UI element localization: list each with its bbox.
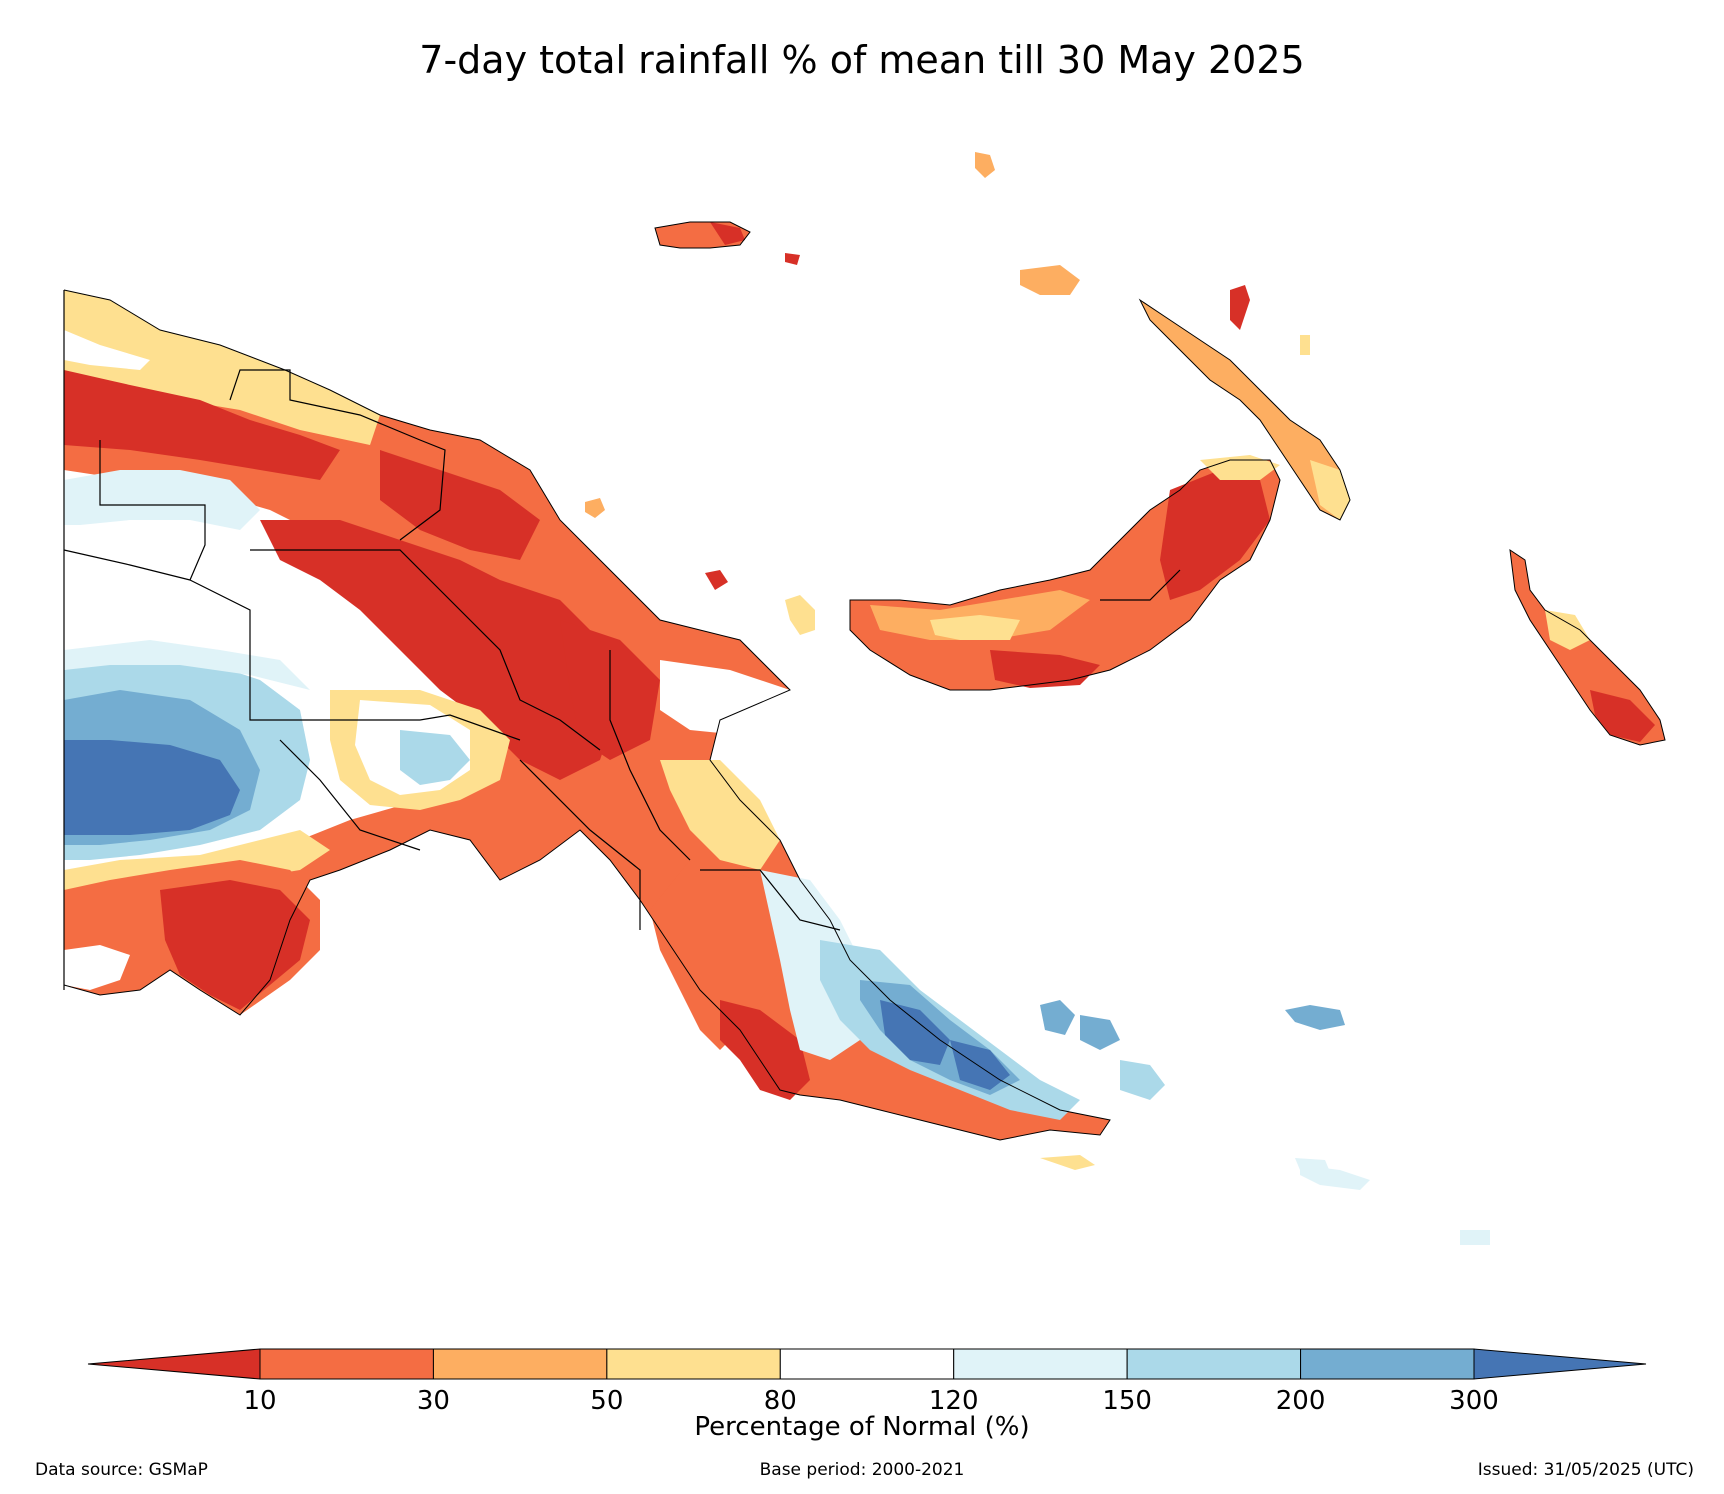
- manus-red: [710, 222, 745, 245]
- ni-yellow: [1310, 460, 1350, 520]
- misima: [1040, 1155, 1095, 1170]
- gulf-wet: [400, 730, 470, 785]
- colorbar-segment: [1126, 1348, 1302, 1380]
- peninsula-orange: [650, 860, 800, 1050]
- nw-zones: [64, 290, 380, 480]
- border-gulf: [279, 739, 421, 851]
- umboi: [785, 595, 815, 635]
- nw-coast-band: [64, 290, 380, 445]
- north-red: [380, 450, 540, 560]
- peninsula-red: [720, 1000, 810, 1100]
- madang-normal: [660, 660, 790, 735]
- mussau: [975, 152, 995, 178]
- peninsula-core-2: [950, 1040, 1010, 1090]
- border-sepik: [229, 369, 446, 541]
- border-oro: [700, 869, 841, 931]
- colorbar-segment: [1300, 1348, 1475, 1380]
- woodlark: [1285, 1005, 1345, 1030]
- colorbar-segments: [87, 1348, 1647, 1380]
- normanby: [1080, 1015, 1120, 1050]
- ni-orange: [1140, 300, 1350, 520]
- gazelle-yellow: [1200, 455, 1280, 480]
- far-east-island: [1460, 1230, 1490, 1245]
- colorbar-arrow-high: [1473, 1348, 1647, 1380]
- map-title: 7-day total rainfall % of mean till 30 M…: [419, 38, 1305, 82]
- peninsula-core: [880, 1000, 950, 1065]
- new-ireland: [1020, 265, 1350, 520]
- border-nb: [1100, 569, 1181, 601]
- bougainville-coast: [1509, 548, 1666, 746]
- border-highlands: [250, 549, 601, 751]
- bougainville-yellow: [1545, 610, 1590, 650]
- colorbar-segment: [259, 1348, 434, 1380]
- colorbar-segment: [432, 1348, 608, 1380]
- colorbar-tick-label: 30: [417, 1386, 450, 1416]
- colorbar-tick-label: 200: [1276, 1386, 1326, 1416]
- colorbar-ticks: 10 30 50 80 120 150 200 300: [243, 1386, 1498, 1416]
- sudest: [1295, 1158, 1330, 1172]
- bougainville-orange: [1510, 550, 1665, 745]
- colorbar-tick-label: 10: [243, 1386, 276, 1416]
- highlands-red: [260, 520, 620, 780]
- new-britain-coast: [849, 459, 1281, 691]
- south-west-dry: [64, 860, 320, 1015]
- nb-red-south: [990, 650, 1100, 688]
- border-morobe: [609, 650, 691, 861]
- colorbar-segment: [953, 1348, 1128, 1380]
- rossel: [1300, 1165, 1370, 1190]
- colorbar-tick-label: 50: [590, 1386, 623, 1416]
- nw-normal-patch: [64, 330, 150, 370]
- bougainville-red: [1590, 690, 1655, 742]
- province-borders: [63, 290, 1181, 990]
- nb-red-east: [1160, 470, 1270, 600]
- issued-date: Issued: 31/05/2025 (UTC): [1477, 1460, 1694, 1480]
- colorbar-tick-label: 300: [1449, 1386, 1499, 1416]
- new-hanover: [1020, 265, 1080, 295]
- colorbar-arrow-low: [87, 1348, 261, 1380]
- west-wet-core: [64, 740, 240, 835]
- colorbar-label: Percentage of Normal (%): [694, 1412, 1030, 1442]
- mainland-coast: [63, 289, 1111, 1141]
- new-ireland-coast: [1138, 298, 1351, 521]
- fergusson: [1040, 1000, 1075, 1035]
- nb-yellow: [930, 615, 1020, 640]
- colorbar-segment: [779, 1348, 955, 1380]
- west-wet-top: [64, 470, 260, 530]
- nw-dry-band: [64, 370, 340, 480]
- colorbar-tick-label: 80: [764, 1386, 797, 1416]
- base-period: Base period: 2000-2021: [759, 1460, 965, 1480]
- border-western: [63, 549, 191, 581]
- colorbar-tick-label: 150: [1102, 1386, 1152, 1416]
- east-coast: [660, 660, 790, 870]
- lihir: [1300, 335, 1310, 355]
- colorbar-segment: [606, 1348, 781, 1380]
- tabar: [1230, 285, 1250, 330]
- data-source: Data source: GSMaP: [35, 1460, 208, 1480]
- long-island: [705, 570, 728, 590]
- bougainville: [1510, 550, 1665, 745]
- manus-coast: [654, 221, 751, 249]
- colorbar-tick-label: 120: [929, 1386, 979, 1416]
- trobriand: [1120, 1060, 1165, 1100]
- small-island-red: [785, 253, 800, 265]
- west-wet-edge: [64, 640, 310, 690]
- manus: [655, 222, 800, 265]
- sw-normal-patch: [64, 945, 130, 990]
- morobe-yellow: [660, 760, 780, 870]
- border-west: [99, 440, 521, 741]
- small-islands: [585, 152, 1490, 1245]
- sw-red-core: [160, 880, 310, 1010]
- coastline: [63, 221, 1666, 1141]
- karkar: [585, 498, 605, 518]
